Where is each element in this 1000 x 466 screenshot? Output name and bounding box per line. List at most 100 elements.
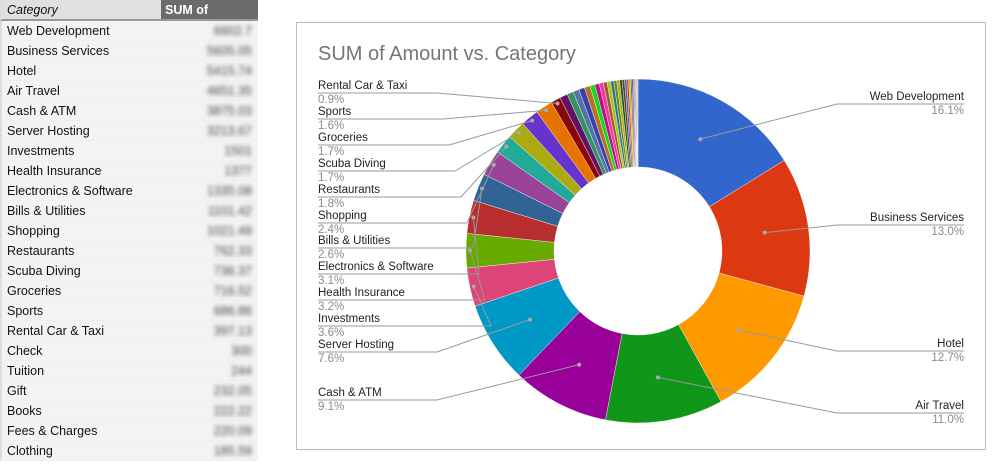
- amount-value: 3875.03: [206, 104, 252, 118]
- table-row: Shopping 1021.49: [0, 221, 262, 241]
- leader-line: [657, 376, 964, 414]
- leader-dot: [655, 375, 660, 380]
- amount-value: 220.09: [213, 424, 252, 438]
- category-cell[interactable]: Shopping: [0, 221, 161, 241]
- slice-label: Shopping: [318, 210, 367, 222]
- leader-dot: [555, 101, 560, 106]
- leader-dot: [577, 362, 582, 367]
- leader-dot: [471, 215, 476, 220]
- category-cell[interactable]: Fees & Charges: [0, 421, 161, 441]
- leader-line: [318, 146, 507, 198]
- amount-cell[interactable]: 762.33: [161, 241, 258, 261]
- category-cell[interactable]: Web Development: [0, 21, 161, 41]
- category-cell[interactable]: Clothing: [0, 441, 161, 461]
- slice-percent: 0.9%: [318, 94, 344, 106]
- slice-percent: 3.2%: [318, 301, 344, 313]
- slice-percent: 1.8%: [318, 198, 344, 210]
- column-header-amount[interactable]: SUM of Amount: [161, 0, 258, 38]
- category-cell[interactable]: Tuition: [0, 361, 161, 381]
- category-cell[interactable]: Restaurants: [0, 241, 161, 261]
- slice-label: Health Insurance: [318, 287, 405, 299]
- table-row: Gift 232.05: [0, 381, 262, 401]
- amount-cell[interactable]: 185.59: [161, 441, 258, 461]
- amount-cell[interactable]: 300: [161, 341, 258, 361]
- slice-label: Server Hosting: [318, 339, 394, 351]
- amount-value: 716.52: [213, 284, 252, 298]
- table-row: Web Development 6602.7: [0, 21, 262, 41]
- amount-cell[interactable]: 736.37: [161, 261, 258, 281]
- category-cell[interactable]: Check: [0, 341, 161, 361]
- amount-cell[interactable]: 222.22: [161, 401, 258, 421]
- category-cell[interactable]: Server Hosting: [0, 121, 161, 141]
- category-cell[interactable]: Electronics & Software: [0, 181, 161, 201]
- slice-unlabeled[interactable]: [637, 78, 639, 168]
- leader-line: [318, 364, 580, 401]
- amount-value: 3213.67: [206, 124, 252, 138]
- category-cell[interactable]: Sports: [0, 301, 161, 321]
- slice-label: Investments: [318, 313, 380, 325]
- amount-cell[interactable]: 5605.05: [161, 41, 258, 61]
- category-cell[interactable]: Business Services: [0, 41, 161, 61]
- amount-cell[interactable]: 3875.03: [161, 101, 258, 121]
- leader-line: [318, 250, 486, 301]
- leader-dot: [698, 137, 703, 142]
- slice-percent: 1.7%: [318, 172, 344, 184]
- slice-percent: 7.6%: [318, 353, 344, 365]
- slice-label: Web Development: [870, 91, 965, 103]
- slice-percent: 11.0%: [932, 414, 964, 426]
- category-cell[interactable]: Cash & ATM: [0, 101, 161, 121]
- amount-cell[interactable]: 1335.08: [161, 181, 258, 201]
- slice-label: Bills & Utilities: [318, 235, 390, 247]
- leader-line: [318, 92, 558, 104]
- category-cell[interactable]: Health Insurance: [0, 161, 161, 181]
- amount-cell[interactable]: 244: [161, 361, 258, 381]
- category-cell[interactable]: Groceries: [0, 281, 161, 301]
- amount-cell[interactable]: 686.86: [161, 301, 258, 321]
- amount-cell[interactable]: 4651.35: [161, 81, 258, 101]
- category-cell[interactable]: Rental Car & Taxi: [0, 321, 161, 341]
- slice-percent: 2.6%: [318, 249, 344, 261]
- slice-label: Hotel: [937, 338, 964, 350]
- table-row: Rental Car & Taxi 397.13: [0, 321, 262, 341]
- leader-dot: [736, 328, 741, 333]
- header-row: Category SUM of Amount: [0, 0, 262, 38]
- column-header-category[interactable]: Category: [0, 0, 161, 21]
- amount-cell[interactable]: 1101.42: [161, 201, 258, 221]
- amount-cell[interactable]: 232.05: [161, 381, 258, 401]
- amount-value: 1377: [224, 164, 252, 178]
- amount-cell[interactable]: 5415.74: [161, 61, 258, 81]
- amount-cell[interactable]: 397.13: [161, 321, 258, 341]
- category-cell[interactable]: Scuba Diving: [0, 261, 161, 281]
- amount-cell[interactable]: 1377: [161, 161, 258, 181]
- amount-cell[interactable]: 220.09: [161, 421, 258, 441]
- amount-cell[interactable]: 1021.49: [161, 221, 258, 241]
- spreadsheet-table: Category SUM of Amount Web Development 66…: [0, 0, 262, 461]
- amount-value: 300: [231, 344, 252, 358]
- table-row: Electronics & Software 1335.08: [0, 181, 262, 201]
- slice-percent: 3.1%: [318, 275, 344, 287]
- category-cell[interactable]: Air Travel: [0, 81, 161, 101]
- leader-dot: [530, 118, 535, 123]
- leader-line: [764, 224, 964, 234]
- leader-line: [318, 120, 533, 146]
- chart-card[interactable]: SUM of Amount vs. Category Web Developme…: [296, 22, 986, 450]
- category-cell[interactable]: Gift: [0, 381, 161, 401]
- slice-label: Groceries: [318, 132, 368, 144]
- category-cell[interactable]: Books: [0, 401, 161, 421]
- leader-line: [318, 164, 495, 224]
- amount-cell[interactable]: 716.52: [161, 281, 258, 301]
- amount-value: 244: [231, 364, 252, 378]
- table-row: Tuition 244: [0, 361, 262, 381]
- amount-cell[interactable]: 3213.67: [161, 121, 258, 141]
- table-row: Bills & Utilities 1101.42: [0, 201, 262, 221]
- category-cell[interactable]: Hotel: [0, 61, 161, 81]
- amount-value: 762.33: [213, 244, 252, 258]
- category-cell[interactable]: Investments: [0, 141, 161, 161]
- amount-cell[interactable]: 1501: [161, 141, 258, 161]
- slice-label: Air Travel: [915, 400, 964, 412]
- slice-percent: 12.7%: [931, 352, 964, 364]
- table-row: Investments 1501: [0, 141, 262, 161]
- amount-cell[interactable]: 6602.7: [161, 21, 258, 41]
- leader-dot: [504, 144, 509, 149]
- category-cell[interactable]: Bills & Utilities: [0, 201, 161, 221]
